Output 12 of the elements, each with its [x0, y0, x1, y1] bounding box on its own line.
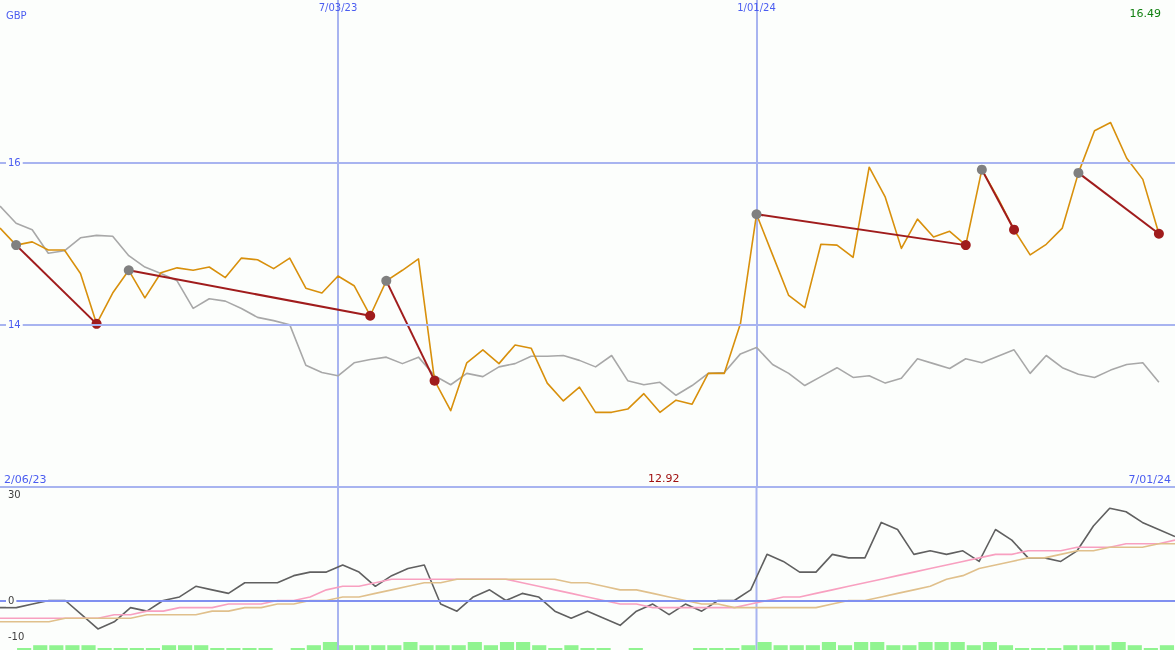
annotation: 7/01/24	[1128, 473, 1171, 486]
annotation: 12.92	[648, 472, 680, 485]
y-tick-label: -10	[8, 630, 25, 642]
y-tick-label: 14	[8, 319, 21, 331]
y-tick-label: 16	[8, 156, 21, 168]
y-axis-title: GBP	[6, 9, 27, 21]
y-tick-label: 30	[8, 488, 21, 500]
x-tick-label: 1/01/24	[737, 1, 776, 13]
annotation: 2/06/23	[4, 473, 47, 486]
x-tick-label: 7/03/23	[318, 1, 358, 13]
annotation: 16.49	[1129, 7, 1162, 20]
y-tick-label: 0	[8, 595, 15, 606]
